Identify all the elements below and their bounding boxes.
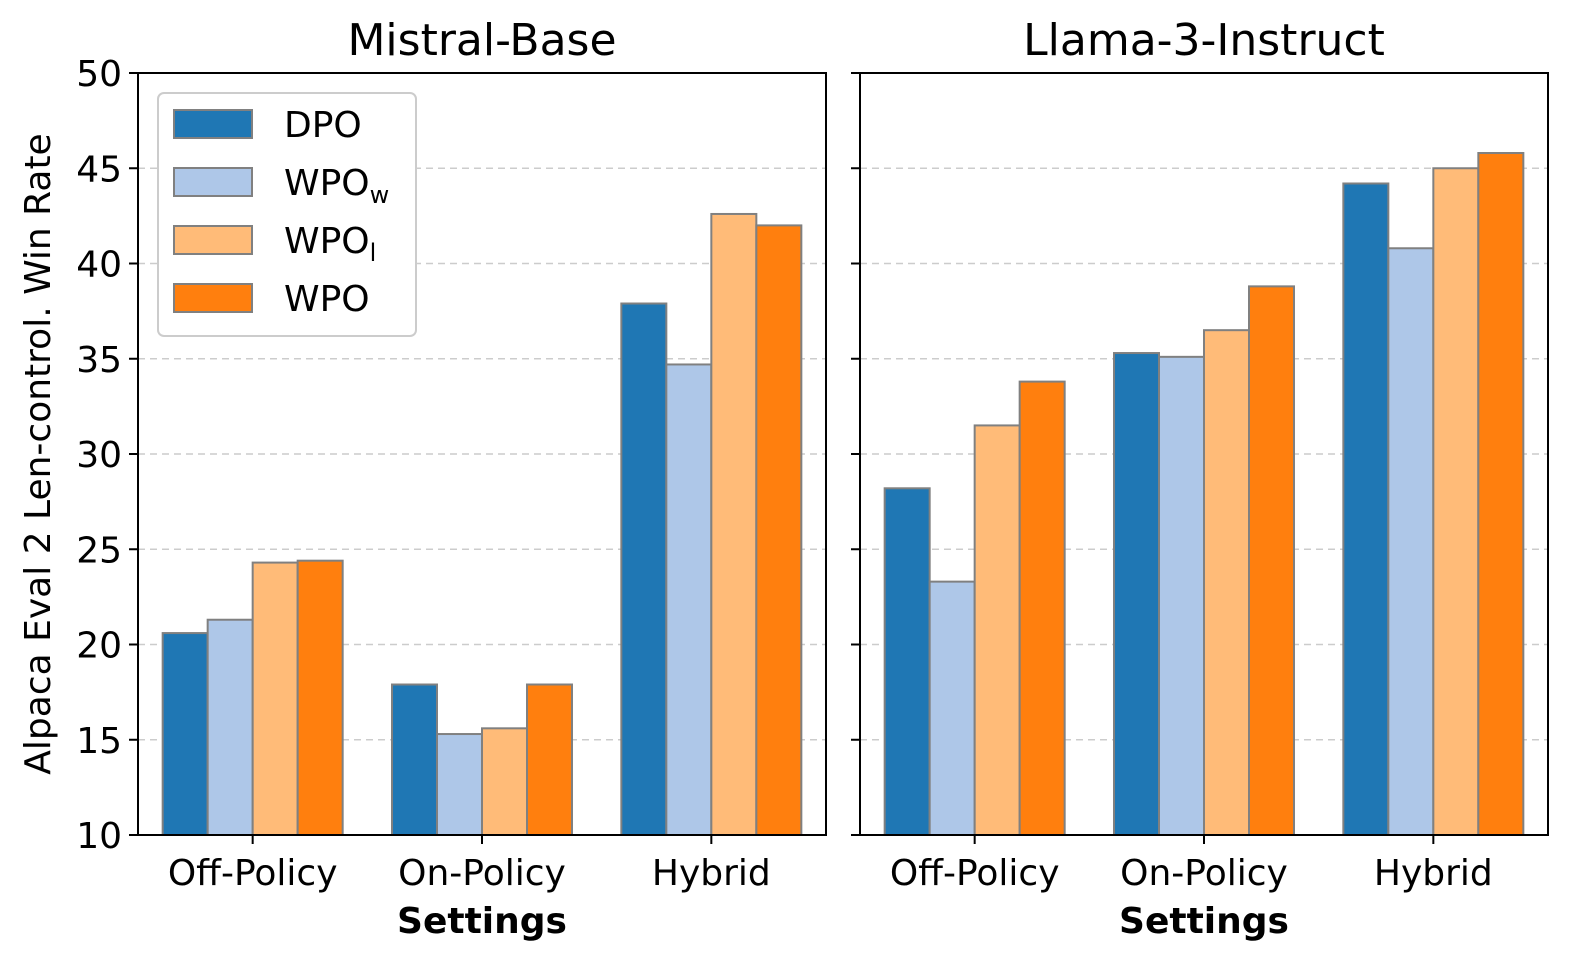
y-tick-label: 50 (76, 54, 122, 95)
bar (928, 580, 976, 837)
bar (710, 212, 758, 837)
legend-label: DPO (284, 105, 362, 146)
bar (1113, 352, 1160, 836)
bar (526, 683, 573, 836)
bar (1432, 167, 1480, 836)
x-tick-label: Hybrid (652, 853, 771, 894)
bar (161, 632, 209, 836)
bar (1248, 285, 1295, 836)
legend-label: WPOl (284, 221, 376, 267)
bar (206, 618, 254, 836)
bar (1387, 247, 1435, 836)
legend-swatch (173, 167, 253, 197)
y-tick-label: 40 (76, 245, 122, 286)
bar (755, 224, 803, 836)
bars (161, 212, 803, 837)
legend-swatch (173, 225, 253, 255)
y-tick-label: 45 (76, 149, 122, 190)
y-ticks: 10 15 20 25 30 35 40 45 50 (76, 54, 138, 857)
bar (1018, 380, 1066, 836)
bar (251, 561, 299, 837)
x-tick-label: Hybrid (1374, 853, 1493, 894)
bar (1203, 329, 1250, 836)
y-axis-label: Alpaca Eval 2 Len-control. Win Rate (18, 133, 59, 774)
bar (296, 559, 344, 836)
bar (883, 487, 931, 836)
x-tick-label: On-Policy (398, 853, 566, 894)
bar (436, 733, 483, 836)
y-ticks (851, 72, 860, 836)
chart-title: Mistral-Base (347, 15, 616, 66)
x-tick-label: On-Policy (1120, 853, 1288, 894)
y-tick-label: 25 (76, 530, 122, 571)
y-tick-label: 30 (76, 435, 122, 476)
panel-mistral-base: 10 15 20 25 30 35 40 45 50 Off-Policy On-Policy Hy… (18, 15, 827, 942)
bars (883, 152, 1525, 837)
bar (620, 302, 668, 836)
bar (1477, 152, 1525, 836)
y-tick-label: 35 (76, 340, 122, 381)
legend-label: WPO (284, 279, 370, 320)
x-tick-label: Off-Policy (168, 853, 338, 894)
x-axis-label: Settings (1119, 901, 1289, 942)
x-ticks: Off-Policy On-Policy Hybrid (168, 835, 771, 894)
bar (1158, 355, 1205, 836)
bar (1342, 182, 1390, 837)
bar (481, 727, 528, 837)
legend-swatch (173, 283, 253, 313)
chart-title: Llama-3-Instruct (1023, 15, 1385, 66)
bar (973, 424, 1021, 836)
y-tick-label: 20 (76, 626, 122, 667)
panel-llama-3-instruct: Off-Policy On-Policy Hybrid Llama-3-Instru… (851, 15, 1549, 942)
x-ticks: Off-Policy On-Policy Hybrid (890, 835, 1493, 894)
y-tick-label: 10 (76, 816, 122, 857)
x-axis-label: Settings (397, 901, 567, 942)
legend-box (157, 92, 417, 337)
x-tick-label: Off-Policy (890, 853, 1060, 894)
bar (391, 683, 438, 836)
legend-swatch (173, 109, 253, 139)
bar (665, 363, 713, 836)
y-tick-label: 15 (76, 721, 122, 762)
